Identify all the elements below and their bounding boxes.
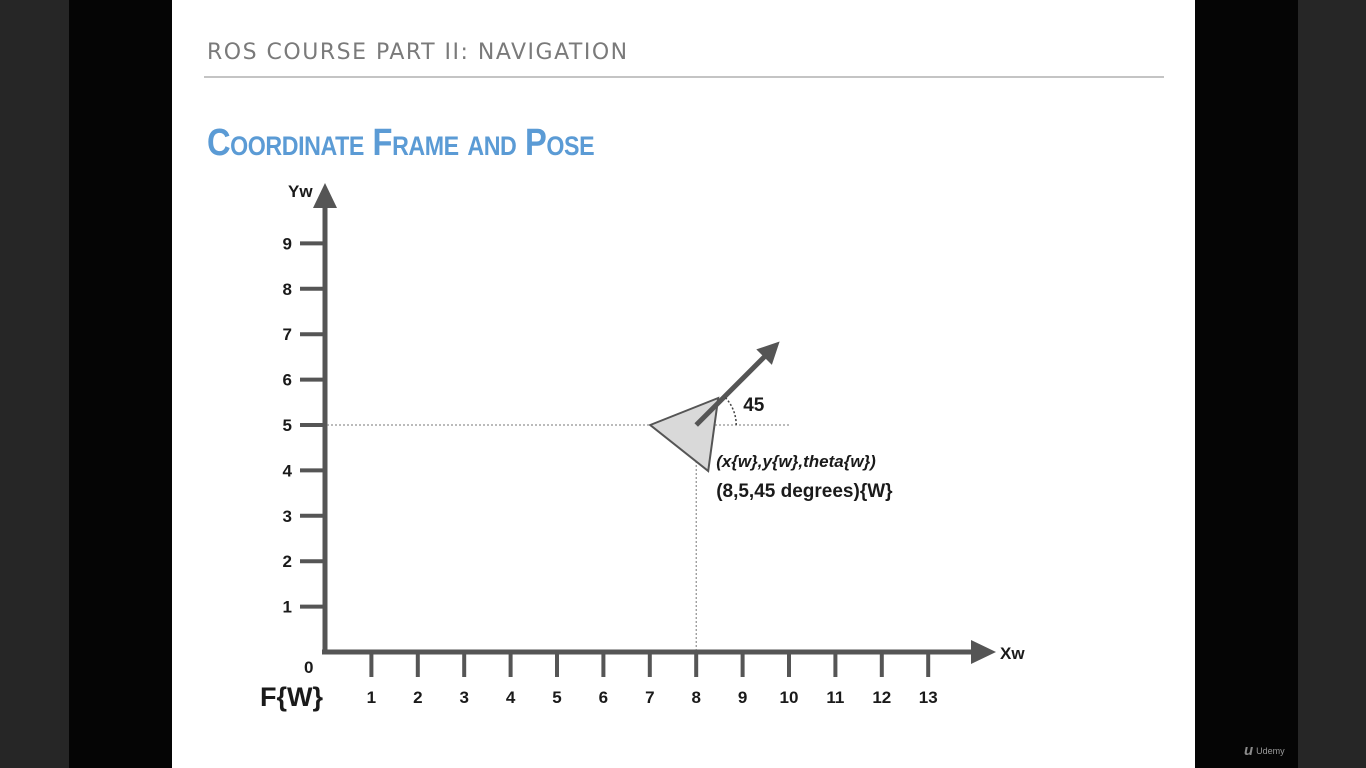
y-tick-label-1: 1 [283,598,292,617]
right-letterbox [1195,0,1298,768]
y-tick-label-3: 3 [283,507,292,526]
x-tick-label-2: 2 [413,688,422,707]
angle-label: 45 [743,395,765,416]
slide-title: Coordinate Frame and Pose [207,122,595,164]
y-axis-label: Yw [288,182,313,201]
x-axis-arrowhead [971,640,996,664]
udemy-logo-icon: u [1244,742,1254,759]
x-tick-label-10: 10 [780,688,799,707]
x-tick-label-7: 7 [645,688,654,707]
udemy-watermark: u Udemy [1244,742,1285,759]
robot-heading-arrow [694,351,771,427]
slide: ROS COURSE PART II: NAVIGATION Coordinat… [172,0,1195,768]
angle-arc [723,396,737,426]
x-tick-label-9: 9 [738,688,747,707]
robot-heading-arrowhead [756,341,780,365]
y-axis-label-text: Yw [288,182,313,201]
robot-triangle [648,396,720,473]
watermark-text: Udemy [1256,745,1285,756]
left-letterbox [69,0,172,768]
x-tick-label-13: 13 [919,688,938,707]
x-tick-label-1: 1 [367,688,376,707]
y-tick-label-2: 2 [283,552,292,571]
course-header: ROS COURSE PART II: NAVIGATION [207,40,629,65]
x-tick-label-4: 4 [506,688,516,707]
pose-values-label: (8,5,45 degrees){W} [716,481,893,502]
x-tick-label-5: 5 [552,688,561,707]
x-tick-label-8: 8 [691,688,700,707]
origin-label: 0 [304,658,313,677]
right-background-pillar [1298,0,1366,768]
x-tick-label-3: 3 [459,688,468,707]
header-divider [204,76,1164,78]
y-tick-label-9: 9 [283,234,292,253]
x-tick-label-12: 12 [872,688,891,707]
y-axis-arrowhead [313,183,337,208]
frame-label-text: F{W} [260,682,323,712]
x-tick-label-6: 6 [599,688,608,707]
y-tick-label-4: 4 [283,461,293,480]
y-tick-label-5: 5 [283,416,292,435]
y-tick-label-8: 8 [283,280,292,299]
x-axis-label: Xw [1000,644,1025,663]
y-tick-label-7: 7 [283,325,292,344]
frame-label: F{W} [260,682,323,712]
x-axis-label-text: Xw [1000,644,1025,663]
y-tick-label-6: 6 [283,371,292,390]
left-background-pillar [0,0,69,768]
pose-symbolic-label: (x{w},y{w},theta{w}) [716,452,876,471]
x-tick-label-11: 11 [826,688,844,707]
